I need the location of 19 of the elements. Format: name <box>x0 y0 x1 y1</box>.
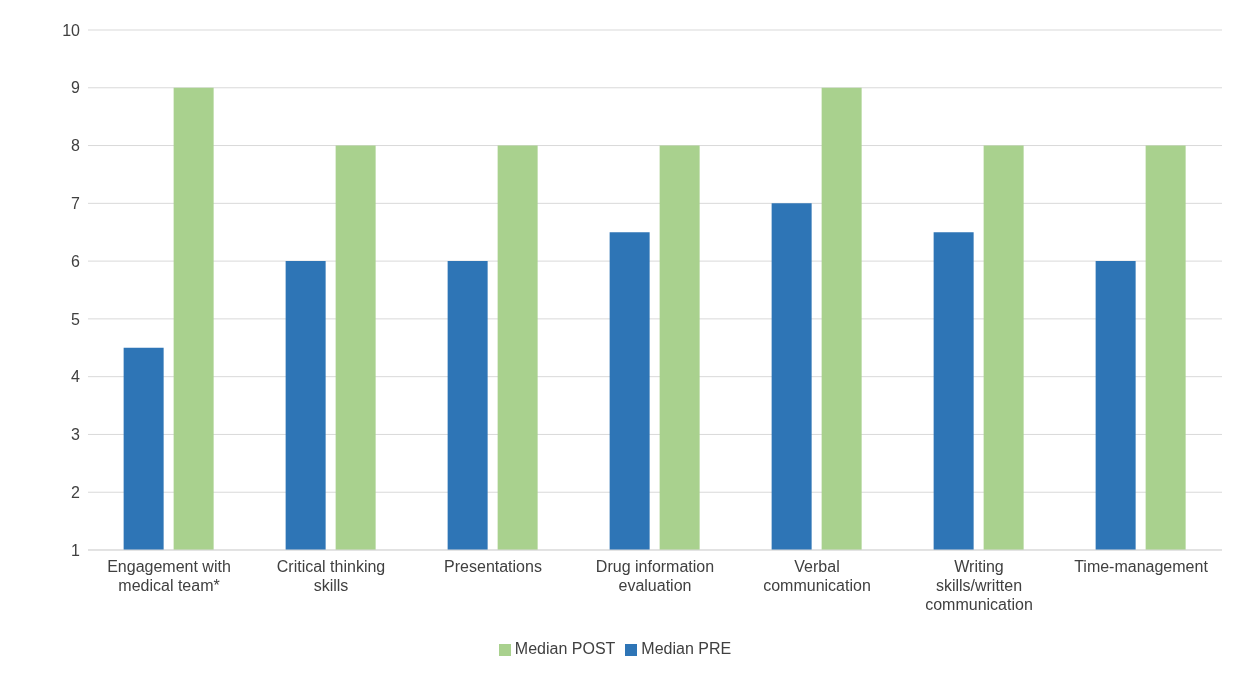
y-tick-label: 5 <box>71 310 81 328</box>
y-tick-label: 8 <box>71 137 81 155</box>
x-tick-label: Time-management <box>1074 558 1209 575</box>
legend-label: Median POST <box>514 640 616 657</box>
y-tick-label: 2 <box>71 483 81 501</box>
y-tick-label: 3 <box>71 426 81 444</box>
y-tick-label: 1 <box>71 541 81 559</box>
x-tick-label: Writing skills/written communication <box>925 558 1033 613</box>
y-tick-label: 9 <box>71 79 81 97</box>
legend-label: Median PRE <box>641 640 732 657</box>
x-tick-label: Engagement with medical team* <box>107 558 231 594</box>
x-tick-label: Drug information evaluation <box>595 558 715 594</box>
x-tick-label: Critical thinking skills <box>276 558 386 594</box>
y-tick-label: 6 <box>71 252 81 270</box>
x-tick-label: Verbal communication <box>763 558 871 594</box>
y-tick-label: 10 <box>62 21 81 39</box>
y-tick-label: 4 <box>71 368 81 386</box>
x-tick-label: Presentations <box>444 558 542 575</box>
y-tick-label: 7 <box>71 195 81 213</box>
